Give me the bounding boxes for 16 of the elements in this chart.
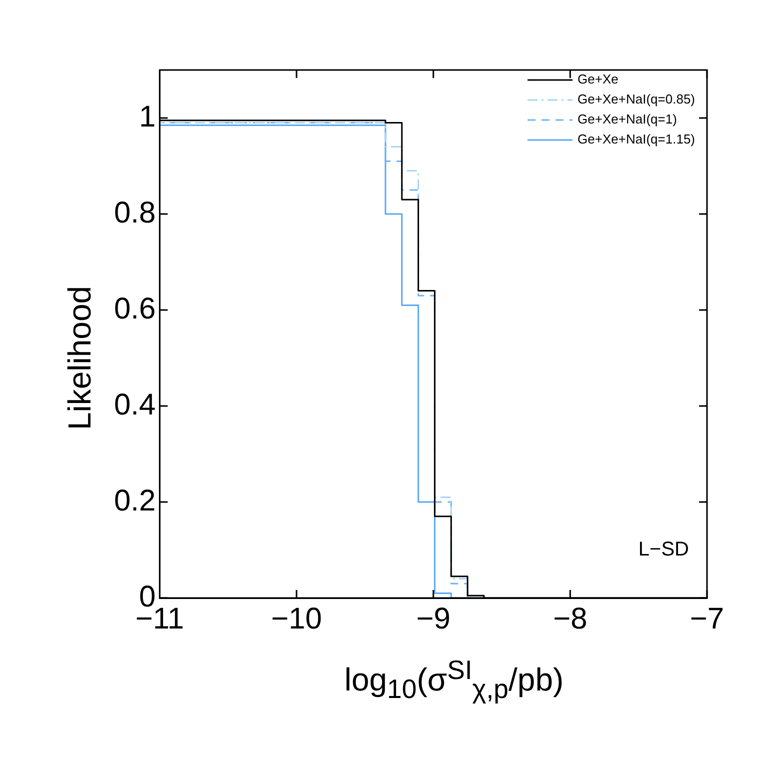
legend-label: Ge+Xe+NaI(q=0.85) xyxy=(578,92,696,107)
y-tick-label: 0.8 xyxy=(114,196,156,230)
x-tick-label: −8 xyxy=(553,602,588,636)
x-tick-label: −10 xyxy=(271,602,322,636)
legend-label: Ge+Xe xyxy=(578,72,618,87)
y-tick-label: 1 xyxy=(139,100,156,134)
y-tick-label: 0.2 xyxy=(114,484,156,518)
y-tick-label: 0.6 xyxy=(114,292,156,326)
y-axis-title: Likelihood xyxy=(62,286,98,430)
x-axis-title: log$_{10}$(σ$^{SI}$$_{χ,p}$/pb) xyxy=(343,655,565,706)
legend-label: Ge+Xe+NaI(q=1.15) xyxy=(578,132,696,147)
legend-label: Ge+Xe+NaI(q=1) xyxy=(578,112,677,127)
x-tick-label: −9 xyxy=(416,602,450,636)
x-tick-label: −7 xyxy=(690,602,724,636)
y-tick-label: 0.4 xyxy=(114,388,156,422)
annotation: L−SD xyxy=(638,538,689,561)
